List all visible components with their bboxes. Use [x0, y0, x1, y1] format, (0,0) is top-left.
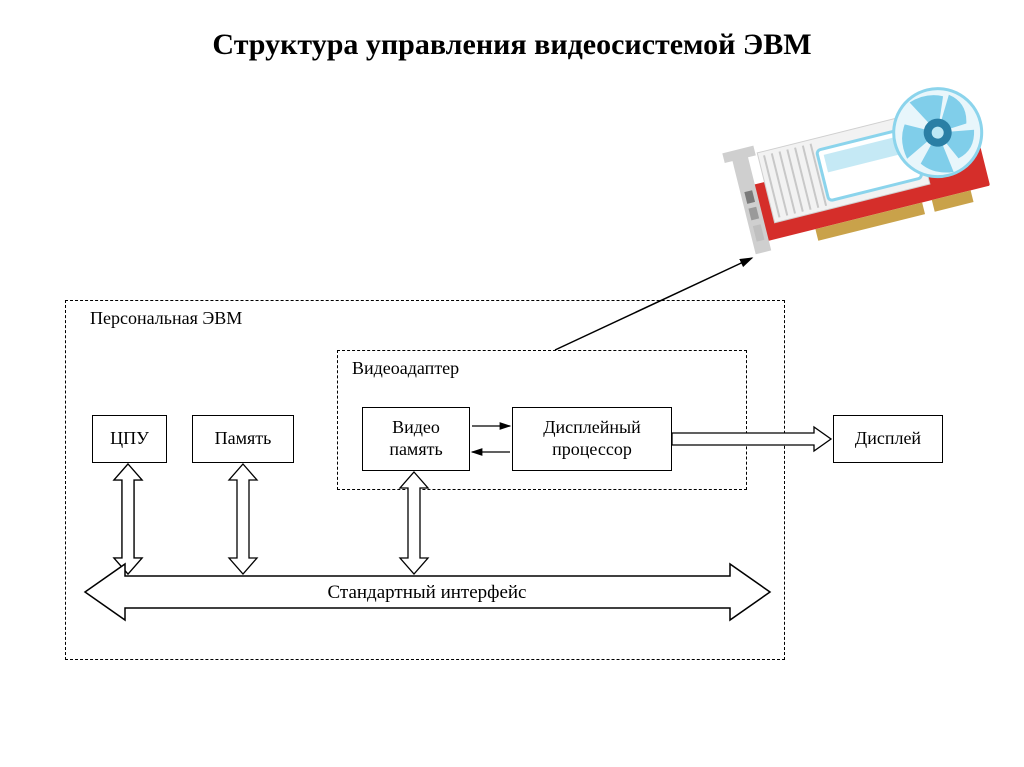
gpu-card-image	[712, 68, 1012, 268]
display-node: Дисплей	[833, 415, 943, 463]
memory-label: Память	[215, 428, 272, 450]
video-memory-label: Видео память	[367, 417, 465, 460]
display-processor-node: Дисплейный процессор	[512, 407, 672, 471]
display-processor-label: Дисплейный процессор	[517, 417, 667, 460]
diagram-stage: Персональная ЭВМ Видеоадаптер ЦПУ Память…	[0, 0, 1024, 767]
cpu-node: ЦПУ	[92, 415, 167, 463]
display-label: Дисплей	[855, 428, 921, 450]
video-memory-node: Видео память	[362, 407, 470, 471]
cpu-label: ЦПУ	[110, 428, 149, 450]
video-adapter-label: Видеоадаптер	[352, 358, 459, 379]
memory-node: Память	[192, 415, 294, 463]
outer-computer-label: Персональная ЭВМ	[90, 308, 242, 329]
